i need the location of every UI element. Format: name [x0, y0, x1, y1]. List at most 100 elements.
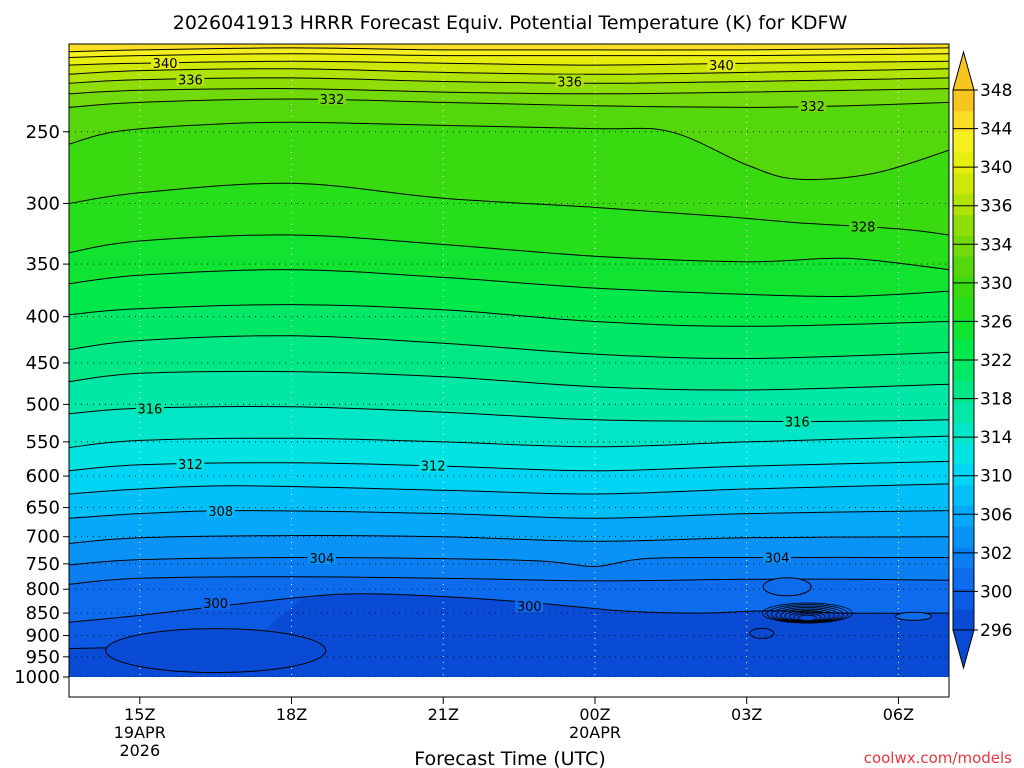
colorbar-label-306: 306: [980, 505, 1012, 525]
contour-label-8: 316: [785, 415, 810, 430]
contour-label-bg-11: [206, 504, 235, 518]
y-tick-label-1000: 1000: [14, 667, 60, 688]
colorbar-box-342: [953, 131, 974, 153]
colorbar-box-308: [953, 484, 974, 506]
y-tick-label-800: 800: [26, 579, 60, 600]
contour-label-bg-5: [798, 98, 827, 112]
contour-318: [69, 370, 949, 391]
contour-320: [69, 335, 949, 360]
y-tick-label-750: 750: [26, 554, 60, 575]
colorbar-label-334: 334: [980, 235, 1012, 255]
contour-label-bg-7: [135, 401, 164, 415]
y-tick-label-900: 900: [26, 626, 60, 647]
colorbar-box-346: [953, 90, 974, 112]
colorbar-label-318: 318: [980, 390, 1012, 410]
colorbar-box-336: [953, 193, 974, 216]
colorbar-label-314: 314: [980, 428, 1012, 448]
contour-label-13: 304: [765, 552, 790, 567]
colorbar-label-340: 340: [980, 158, 1012, 178]
colorbar-label-302: 302: [980, 544, 1012, 564]
contour-302: [69, 576, 949, 585]
contour-label-bg-1: [176, 72, 205, 86]
y-tick-label-950: 950: [26, 647, 60, 668]
colorbar-label-326: 326: [980, 312, 1012, 332]
colorbar-box-318: [953, 380, 974, 403]
contour-label-bg-8: [783, 414, 812, 428]
contour-330: [69, 121, 949, 181]
contour-label-9: 312: [178, 458, 203, 473]
contour-label-12: 304: [309, 552, 334, 567]
contour-label-0: 340: [153, 57, 178, 72]
site-watermark: coolwx.com/models: [864, 749, 1012, 767]
contour-334: [69, 88, 949, 95]
contour-326: [69, 234, 949, 271]
x-tick-label-21Z: 21Z: [428, 705, 459, 724]
contour-label-4: 340: [709, 59, 734, 74]
y-tick-label-350: 350: [26, 254, 60, 275]
contour-label-bg-3: [555, 74, 584, 88]
y-tick-label-700: 700: [26, 527, 60, 548]
colorbar-box-302: [953, 546, 974, 569]
colorbar-box-322: [953, 339, 974, 361]
contour-336: [69, 77, 949, 84]
contour-label-bg-15: [515, 599, 544, 613]
contour-label-bg-12: [307, 551, 336, 565]
colorbar-box-320: [953, 360, 974, 382]
contour-label-bg-14: [201, 596, 230, 610]
colorbar-box-304: [953, 526, 974, 548]
colorbar-box-338: [953, 173, 974, 195]
x-tick-label-00Z: 00Z: [579, 705, 610, 724]
y-axis: 2503003504004505005506006507007508008509…: [14, 122, 69, 688]
contour-322: [69, 304, 949, 327]
contour-label-2: 332: [320, 93, 345, 108]
closed-contour-low-level: [105, 628, 327, 674]
y-tick-label-600: 600: [26, 466, 60, 487]
contour-312: [69, 460, 949, 472]
y-tick-label-400: 400: [26, 307, 60, 328]
colorbar-label-296: 296: [980, 621, 1012, 641]
contour-lines: [69, 47, 949, 649]
colorbar-label-310: 310: [980, 467, 1012, 487]
contour-308: [69, 510, 949, 519]
special-features: [105, 577, 933, 674]
colorbar-box-326: [953, 297, 974, 319]
y-tick-label-500: 500: [26, 394, 60, 415]
y-tick-label-550: 550: [26, 432, 60, 453]
contour-label-1: 336: [178, 74, 203, 89]
contour-342: [69, 53, 949, 58]
colorbar-box-300: [953, 567, 974, 589]
colorbar-box-316: [953, 401, 974, 423]
colorbar-arrow-bottom: [952, 629, 975, 670]
contour-306: [69, 535, 949, 544]
colorbar-arrow-top: [952, 50, 975, 91]
closed-contour-900: [749, 627, 775, 639]
plot-frame: [68, 43, 950, 698]
x-tick-label-06Z: 06Z: [883, 705, 914, 724]
contour-316: [69, 406, 949, 423]
x-tick-label-03Z: 03Z: [731, 705, 762, 724]
colorbar-box-306: [953, 505, 974, 527]
colorbar-label-344: 344: [980, 120, 1012, 140]
y-tick-label-300: 300: [26, 193, 60, 214]
contour-label-11: 308: [208, 505, 233, 520]
colorbar-box-312: [953, 443, 974, 465]
contour-310: [69, 483, 949, 495]
contour-label-bg-9: [176, 457, 205, 471]
contour-label-7: 316: [138, 402, 163, 417]
colorbar-box-332: [953, 235, 974, 257]
contour-label-10: 312: [421, 459, 446, 474]
x-tick-label-15Z: 15Z: [124, 705, 155, 724]
contour-324: [69, 269, 949, 298]
chart-title: 2026041913 HRRR Forecast Equiv. Potentia…: [173, 12, 848, 34]
colorbar-box-344: [953, 110, 974, 133]
colorbar-box-340: [953, 152, 974, 174]
contour-328: [69, 182, 949, 236]
colorbar-label-336: 336: [980, 197, 1012, 217]
y-tick-label-250: 250: [26, 122, 60, 143]
colorbar-box-330: [953, 256, 974, 278]
contour-label-5: 332: [800, 100, 825, 115]
colorbar-box-298: [953, 588, 974, 610]
